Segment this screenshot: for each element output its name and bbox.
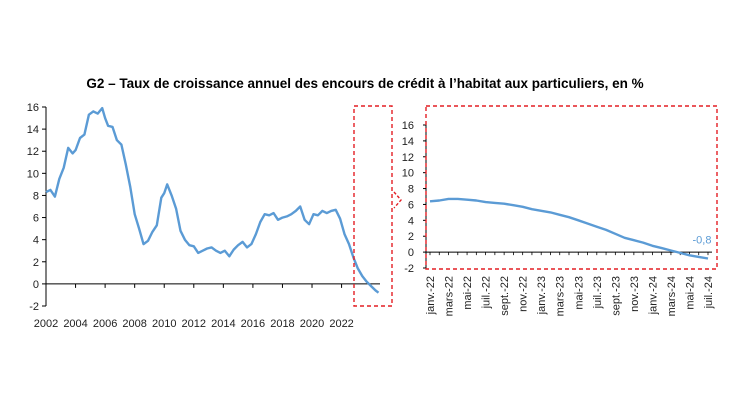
left-y-tick-label: 4	[33, 235, 39, 247]
left-y-tick-label: 16	[27, 102, 39, 114]
right-y-tick-label: 12	[402, 152, 414, 164]
right-x-tick-label: mars-23	[555, 276, 567, 316]
right-x-tick-label: mars-22	[444, 276, 456, 316]
left-chart: -2 0 2 4 6 8 10 12 14 16 2002 2004 2006 2008 2010 2012 2…	[27, 102, 380, 330]
left-y-tick-label: 14	[27, 124, 39, 136]
left-x-tick-label: 2008	[122, 318, 146, 330]
right-x-tick-label: mai-23	[573, 276, 585, 310]
right-x-tick-label: janv.-22	[425, 276, 437, 315]
right-x-tick-label: janv.-23	[536, 276, 548, 315]
right-x-tick-label: juil.-24	[703, 276, 715, 309]
right-x-tick-label: sept.-23	[610, 276, 622, 316]
left-x-tick-label: 2010	[152, 318, 176, 330]
right-x-tick-label: janv.-24	[647, 276, 659, 315]
left-x-tick-label: 2012	[182, 318, 206, 330]
right-y-tick-label: 8	[408, 184, 414, 196]
right-x-tick-label: mars-24	[666, 276, 678, 316]
left-x-tick-label: 2004	[63, 318, 87, 330]
left-x-tick-label: 2020	[300, 318, 324, 330]
left-x-tick-label: 2016	[241, 318, 265, 330]
right-y-tick-label: 4	[408, 215, 414, 227]
zoom-panel-frame	[425, 105, 718, 270]
left-y-tick-label: 6	[33, 213, 39, 225]
left-x-tick-label: 2014	[211, 318, 235, 330]
right-x-tick-label: juil.-22	[481, 276, 493, 309]
left-series-line	[45, 106, 380, 294]
right-y-tick-label: 2	[408, 231, 414, 243]
left-y-tick-label: 8	[33, 190, 39, 202]
zoom-arrow-icon	[393, 191, 402, 209]
right-x-tick-label: mai-22	[462, 276, 474, 310]
right-x-tick-label: nov.-22	[518, 276, 530, 312]
left-y-tick-label: 0	[33, 279, 39, 291]
right-y-tick-label: 6	[408, 199, 414, 211]
left-y-tick-label: 12	[27, 146, 39, 158]
last-value-label: -0,8	[693, 234, 712, 246]
right-x-tick-label: juil.-23	[592, 276, 604, 309]
highlight-zoom-box	[353, 105, 393, 307]
chart-title: G2 – Taux de croissance annuel des encou…	[86, 76, 644, 91]
left-x-tick-label: 2022	[329, 318, 353, 330]
right-y-tick-label: 10	[402, 168, 414, 180]
right-x-tick-label: mai-24	[684, 276, 696, 310]
left-x-tick-label: 2018	[270, 318, 294, 330]
left-x-tick-label: 2006	[93, 318, 117, 330]
right-chart: -2 0 2 4 6 8 10 12 14 16 janv.-22 mars-22 mai-22 juil…	[402, 120, 715, 316]
right-x-tick-label: nov.-23	[629, 276, 641, 312]
right-y-tick-label: 16	[402, 120, 414, 132]
left-x-tick-label: 2002	[34, 318, 58, 330]
left-y-tick-label: -2	[29, 301, 39, 313]
right-y-tick-label: 0	[408, 247, 414, 259]
right-y-tick-label: -2	[404, 263, 414, 275]
left-y-tick-label: 2	[33, 257, 39, 269]
right-x-tick-label: sept.-22	[499, 276, 511, 316]
left-y-tick-label: 10	[27, 168, 39, 180]
right-series-line	[429, 197, 709, 260]
right-y-tick-label: 14	[402, 136, 414, 148]
